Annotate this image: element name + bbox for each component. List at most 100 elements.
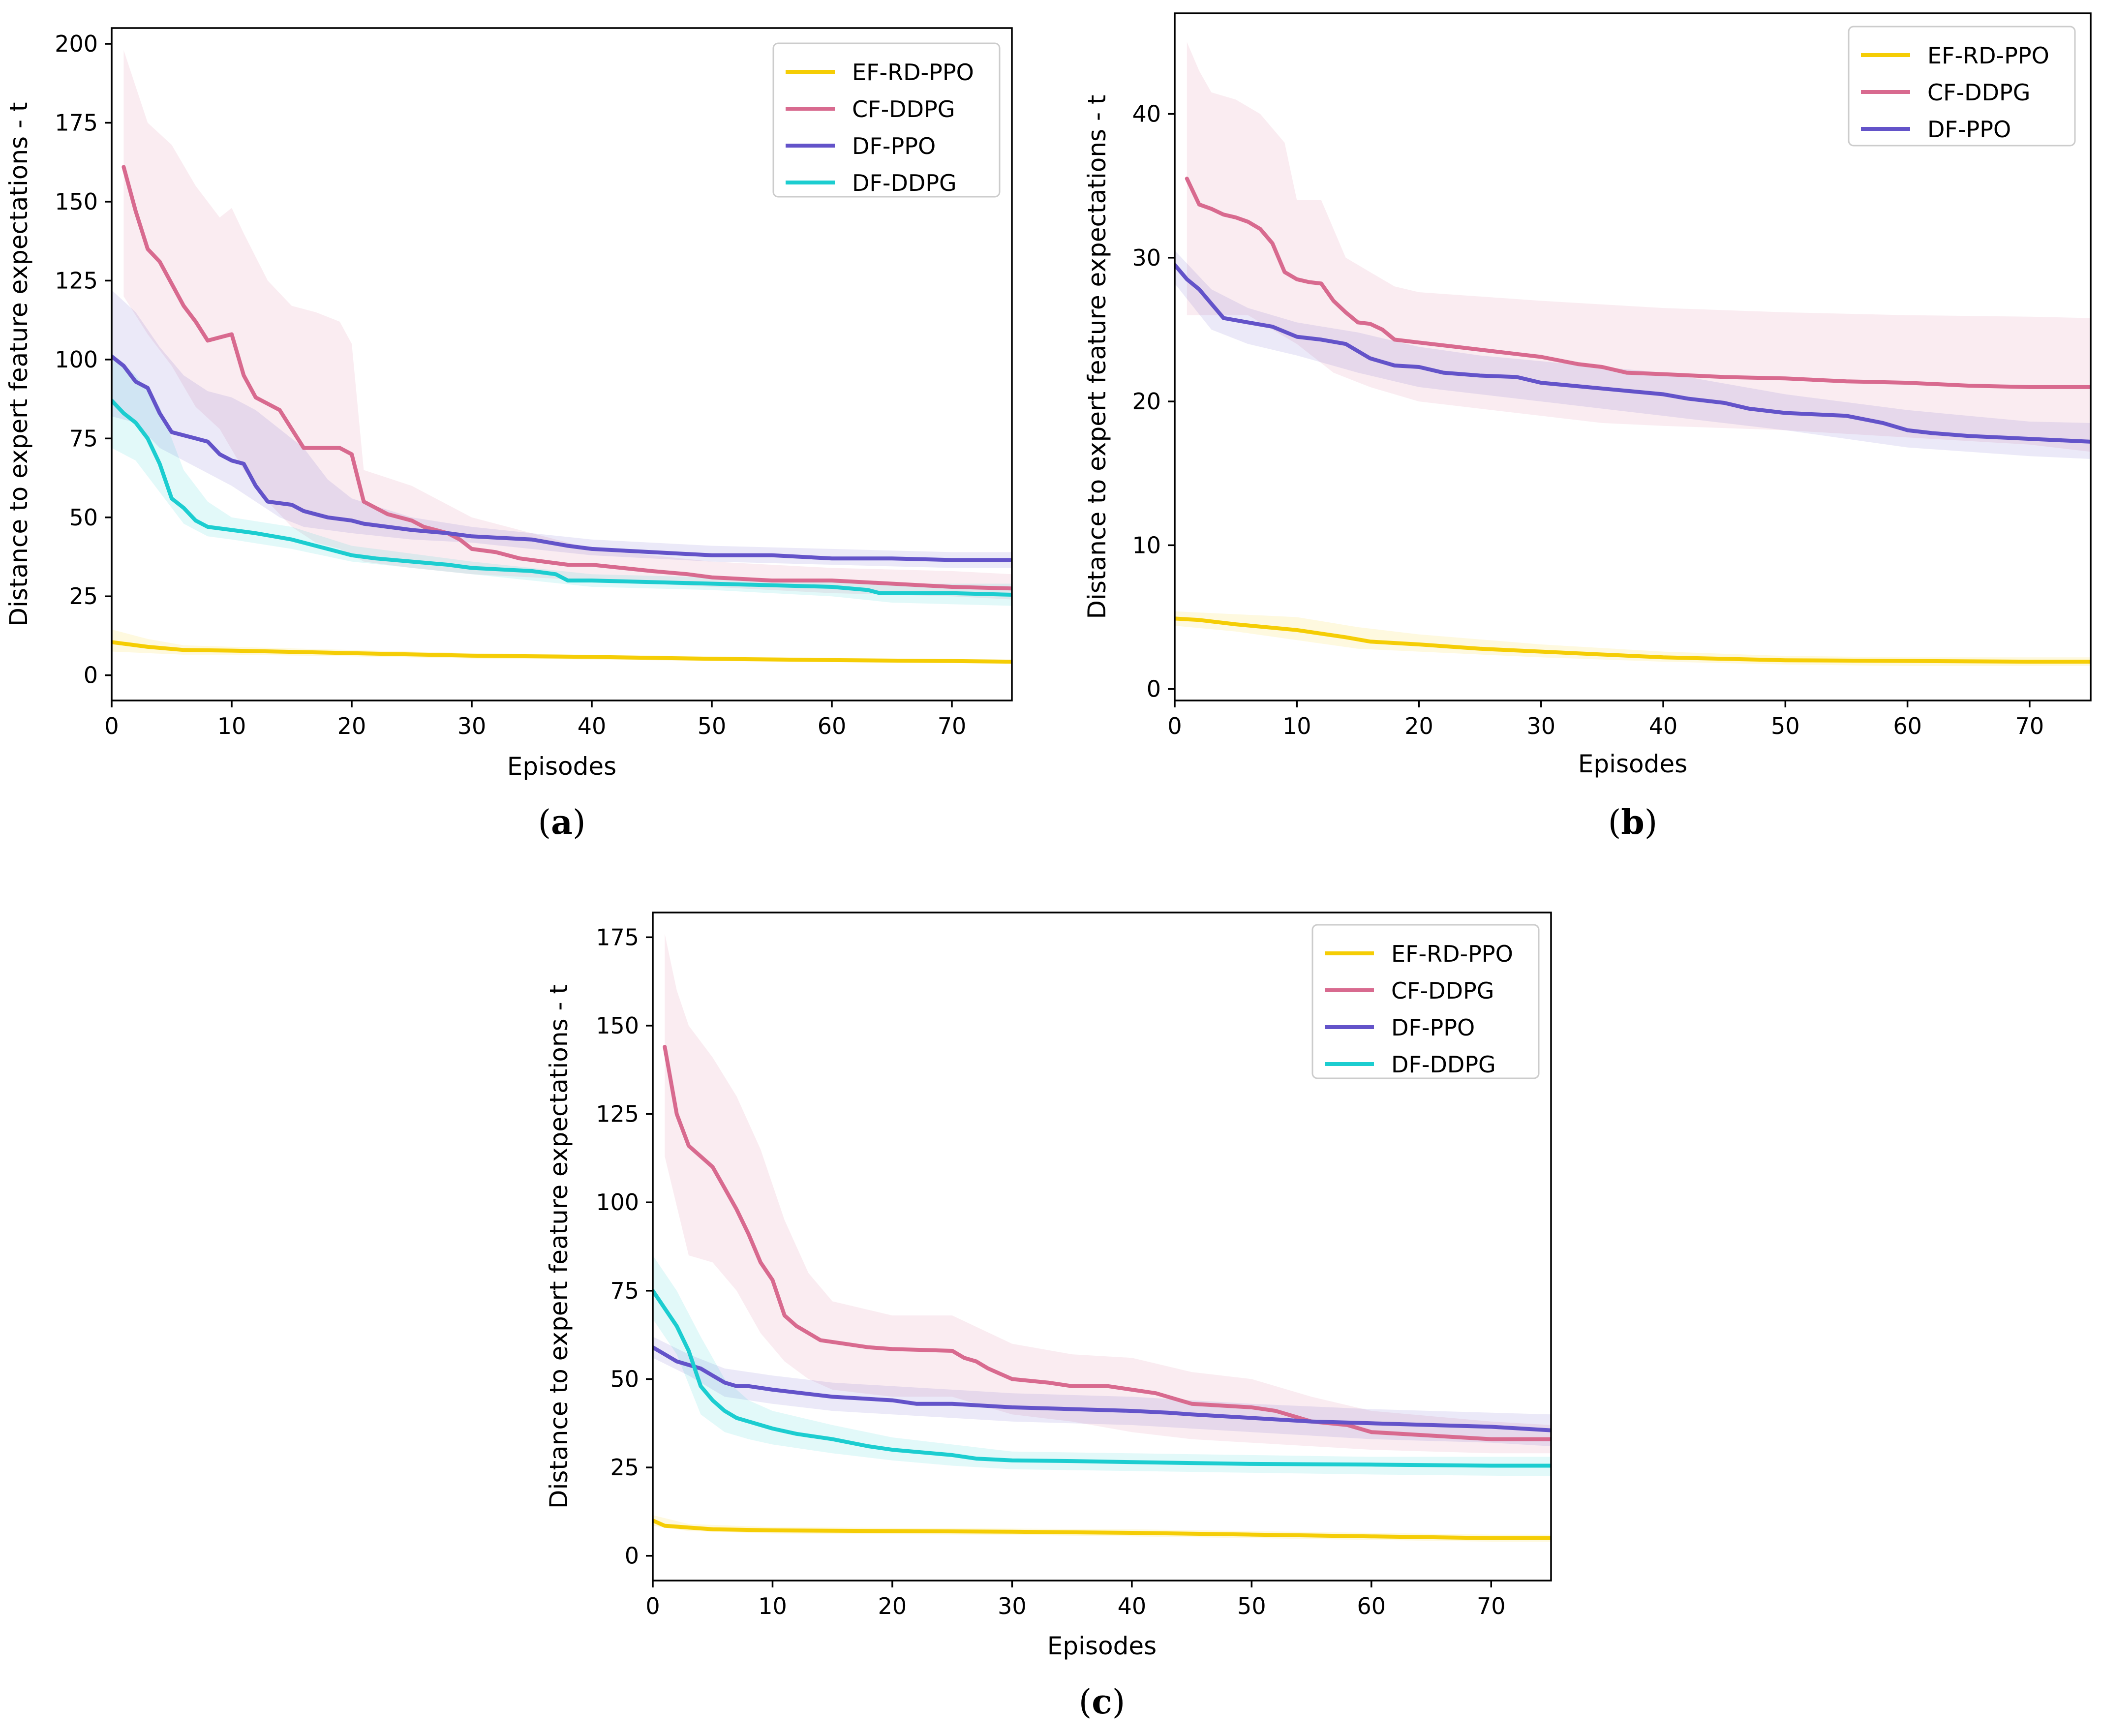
legend-entry: EF-RD-PPO xyxy=(1927,42,2049,69)
legend: EF-RD-PPO CF-DDPG DF-PPO DF-DDPG xyxy=(772,42,1001,198)
x-tick-label: 50 xyxy=(1237,1593,1266,1619)
y-tick-label: 75 xyxy=(610,1278,639,1304)
y-tick-label: 50 xyxy=(610,1366,639,1392)
chart-panel-b: 0 10 20 30 40 50 60 70 0 10 20 30 40 Episodes Distance… xyxy=(1083,12,2092,842)
y-tick-label: 10 xyxy=(1132,532,1161,558)
legend-box xyxy=(1311,924,1540,1079)
series-line-df-ddpg xyxy=(653,1288,1551,1468)
axes-frame xyxy=(1174,12,2092,701)
band-cf-ddpg xyxy=(1187,42,2091,452)
panel-caption-letter: a xyxy=(551,803,573,842)
y-tick-label: 0 xyxy=(1147,676,1161,702)
y-tick-label: 0 xyxy=(625,1543,639,1569)
legend-box xyxy=(772,42,1001,198)
y-tick-label: 100 xyxy=(55,346,98,373)
x-tick-label: 70 xyxy=(2015,713,2044,739)
band-cf-ddpg xyxy=(123,50,1012,600)
plot-area xyxy=(112,50,1012,664)
legend: EF-RD-PPO CF-DDPG DF-PPO DF-DDPG xyxy=(1311,924,1540,1079)
chart-panel-a: 0 10 20 30 40 50 60 70 0 25 50 75 100 125 150 175 200 Epi… xyxy=(4,27,1013,842)
plot-area xyxy=(1175,42,2091,666)
x-tick-label: 20 xyxy=(1404,713,1433,739)
x-tick-label: 10 xyxy=(1282,713,1311,739)
legend-entry: DF-PPO xyxy=(852,133,936,159)
x-tick-label: 60 xyxy=(1893,713,1922,739)
x-tick-label: 70 xyxy=(938,713,967,739)
series-line-df-ddpg xyxy=(112,398,1012,597)
series-line-ef-rd-ppo xyxy=(653,1518,1551,1540)
legend-entry: DF-DDPG xyxy=(1391,1051,1496,1078)
series-line-df-ppo xyxy=(112,354,1012,562)
band-df-ppo xyxy=(112,290,1012,568)
legend-entry: CF-DDPG xyxy=(1927,79,2030,106)
band-df-ppo xyxy=(653,1337,1551,1446)
legend-entry: DF-PPO xyxy=(1391,1014,1475,1041)
series-line-ef-rd-ppo xyxy=(1175,616,2091,664)
panel-caption: (c) xyxy=(1079,1682,1125,1722)
y-tick-label: 200 xyxy=(55,30,98,57)
band-df-ppo xyxy=(1175,250,2091,459)
x-axis-label: Episodes xyxy=(507,752,616,781)
x-tick-label: 20 xyxy=(337,713,366,739)
panel-caption-letter: b xyxy=(1621,803,1645,842)
series-line-cf-ddpg xyxy=(1185,177,2091,389)
x-tick-label: 0 xyxy=(1167,713,1182,739)
y-tick-label: 125 xyxy=(55,267,98,294)
y-tick-label: 175 xyxy=(55,110,98,136)
x-tick-label: 0 xyxy=(645,1593,660,1619)
x-tick-label: 20 xyxy=(878,1593,907,1619)
y-tick-label: 175 xyxy=(596,924,639,950)
y-tick-label: 150 xyxy=(596,1012,639,1039)
band-df-ddpg xyxy=(112,353,1012,606)
y-axis-label: Distance to expert feature expectations … xyxy=(4,102,33,626)
legend: EF-RD-PPO CF-DDPG DF-PPO xyxy=(1848,26,2076,147)
x-axis-label: Episodes xyxy=(1047,1632,1157,1660)
x-tick-label: 50 xyxy=(1771,713,1800,739)
y-tick-label: 100 xyxy=(596,1189,639,1216)
x-tick-label: 50 xyxy=(698,713,727,739)
panel-caption: (b) xyxy=(1608,803,1658,842)
series-line-df-ppo xyxy=(1175,263,2091,444)
y-axis-label: Distance to expert feature expectations … xyxy=(1083,94,1111,619)
y-tick-label: 20 xyxy=(1132,388,1161,415)
x-tick-label: 10 xyxy=(758,1593,787,1619)
legend-entry: EF-RD-PPO xyxy=(852,59,974,86)
y-tick-label: 40 xyxy=(1132,101,1161,127)
y-tick-label: 75 xyxy=(69,425,98,452)
x-tick-label: 70 xyxy=(1477,1593,1506,1619)
chart-panel-c: 0 10 20 30 40 50 60 70 0 25 50 75 100 125 150 175 Episod… xyxy=(545,912,1552,1722)
x-axis-label: Episodes xyxy=(1578,750,1687,778)
legend-entry: DF-PPO xyxy=(1927,116,2011,143)
legend-entry: CF-DDPG xyxy=(852,96,955,122)
x-tick-label: 60 xyxy=(818,713,847,739)
panel-caption-letter: c xyxy=(1092,1682,1112,1722)
x-tick-label: 30 xyxy=(457,713,487,739)
series-line-cf-ddpg xyxy=(663,1045,1551,1441)
x-tick-label: 30 xyxy=(1527,713,1556,739)
x-tick-label: 30 xyxy=(998,1593,1027,1619)
series-line-cf-ddpg xyxy=(122,165,1012,591)
x-tick-label: 40 xyxy=(1118,1593,1147,1619)
x-tick-label: 60 xyxy=(1357,1593,1386,1619)
y-tick-label: 30 xyxy=(1132,244,1161,271)
y-tick-label: 50 xyxy=(69,504,98,531)
y-tick-label: 0 xyxy=(84,662,98,689)
legend-entry: EF-RD-PPO xyxy=(1391,941,1513,967)
y-axis-label: Distance to expert feature expectations … xyxy=(545,984,573,1509)
y-tick-label: 125 xyxy=(596,1101,639,1127)
y-tick-label: 25 xyxy=(610,1454,639,1481)
series-line-ef-rd-ppo xyxy=(112,640,1012,664)
y-tick-label: 25 xyxy=(69,583,98,609)
series-line-df-ppo xyxy=(653,1345,1551,1432)
band-ef-rd-ppo xyxy=(112,629,1012,664)
axes-frame xyxy=(652,912,1552,1582)
plot-area xyxy=(653,934,1551,1542)
x-tick-label: 40 xyxy=(578,713,607,739)
panel-caption: (a) xyxy=(538,803,585,842)
y-tick-label: 150 xyxy=(55,188,98,215)
legend-entry: CF-DDPG xyxy=(1391,977,1494,1004)
band-cf-ddpg xyxy=(665,934,1551,1454)
x-tick-label: 40 xyxy=(1649,713,1678,739)
x-tick-label: 10 xyxy=(217,713,246,739)
